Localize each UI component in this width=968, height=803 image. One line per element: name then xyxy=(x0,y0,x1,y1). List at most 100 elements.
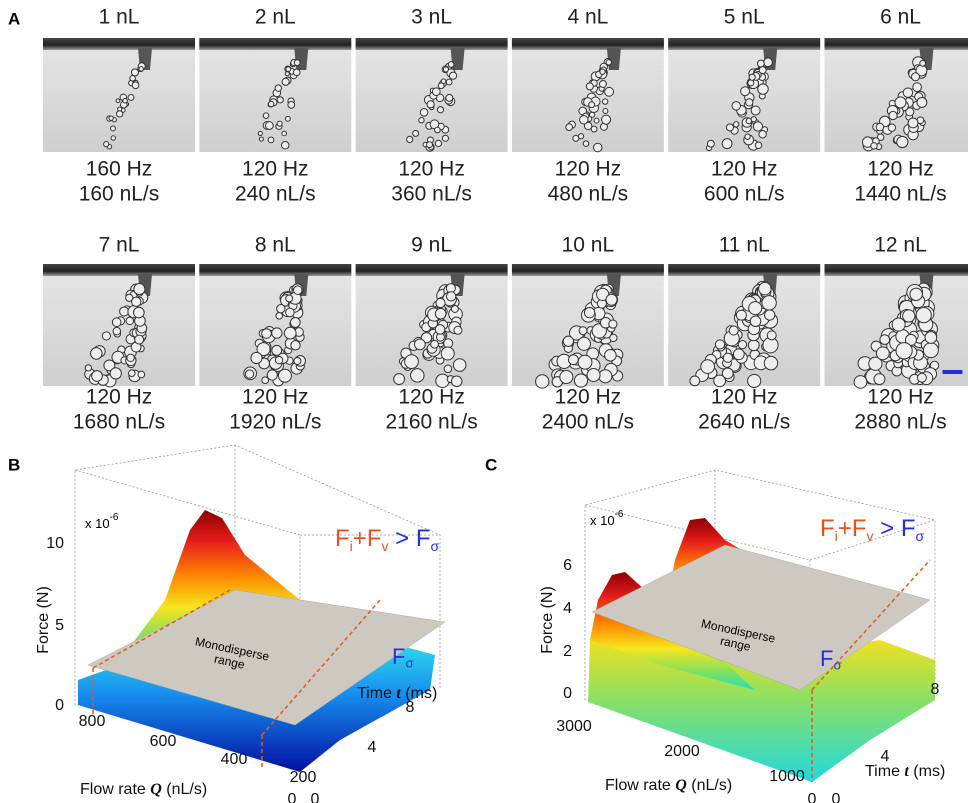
droplet xyxy=(267,370,277,380)
droplet xyxy=(854,376,867,389)
droplet xyxy=(435,127,441,133)
droplet xyxy=(757,60,764,67)
droplet xyxy=(600,69,605,74)
droplet xyxy=(759,67,766,74)
droplet xyxy=(294,60,300,66)
droplet xyxy=(876,347,889,360)
droplet xyxy=(911,73,919,81)
droplet xyxy=(444,339,453,348)
droplet xyxy=(294,286,303,295)
frame-flow: 600 nL/s xyxy=(704,183,785,206)
droplet xyxy=(690,376,700,386)
nozzle-plate xyxy=(199,264,351,276)
frame-flow: 1440 nL/s xyxy=(854,183,946,206)
droplet xyxy=(765,310,775,320)
x-axis-label: Flow rate Q (nL/s) xyxy=(605,777,732,795)
droplet xyxy=(748,80,754,86)
droplet xyxy=(134,307,145,318)
droplet-image xyxy=(825,264,968,388)
x-tick-label: 0 xyxy=(808,791,817,803)
droplet xyxy=(446,94,453,101)
droplet xyxy=(594,118,599,123)
droplet xyxy=(282,78,289,85)
droplet xyxy=(563,336,573,346)
text-part: Q xyxy=(150,781,162,798)
droplet xyxy=(602,99,607,104)
y-tick-label: 5 xyxy=(55,617,64,634)
text-part: (nL/s) xyxy=(687,777,732,794)
y-tick-label: 0 xyxy=(55,697,64,714)
text-part: F xyxy=(335,525,350,552)
droplet xyxy=(449,72,456,79)
text-part: (nL/s) xyxy=(162,781,207,798)
droplet xyxy=(723,353,732,362)
droplet xyxy=(749,302,762,315)
droplet xyxy=(722,368,733,379)
frame-flow: 1680 nL/s xyxy=(73,411,165,434)
droplet xyxy=(897,136,908,147)
frame-frequency: 120 Hz xyxy=(867,158,934,181)
droplet xyxy=(903,310,915,322)
x-tick-label: 3000 xyxy=(556,718,592,735)
droplet xyxy=(903,88,912,97)
droplet xyxy=(134,284,145,295)
droplet xyxy=(109,116,113,120)
frame-frequency: 120 Hz xyxy=(711,386,778,409)
x-tick-label: 2000 xyxy=(664,743,700,760)
droplet xyxy=(896,343,912,359)
text-part: Flow rate xyxy=(605,777,675,794)
droplet xyxy=(294,357,301,364)
frame-frequency: 120 Hz xyxy=(867,386,934,409)
droplet xyxy=(733,349,744,360)
droplet xyxy=(278,369,291,382)
droplet xyxy=(738,340,746,348)
droplet-image xyxy=(43,38,195,152)
droplet xyxy=(871,143,877,149)
x-tick-label: 600 xyxy=(150,733,177,750)
text-part: σ xyxy=(916,528,925,544)
frame-flow: 240 nL/s xyxy=(235,183,316,206)
text-part: > F xyxy=(873,515,915,542)
nozzle-plate xyxy=(356,38,508,50)
droplet xyxy=(111,136,115,140)
droplet xyxy=(583,141,589,147)
droplet xyxy=(610,334,617,341)
droplet xyxy=(453,359,466,372)
droplet xyxy=(91,348,103,360)
droplet xyxy=(286,295,293,302)
droplet xyxy=(277,305,285,313)
frame-volume: 2 nL xyxy=(255,6,296,29)
droplet xyxy=(139,67,143,71)
droplet xyxy=(293,69,300,76)
droplet xyxy=(443,67,448,72)
droplet xyxy=(446,292,455,301)
droplet xyxy=(584,307,594,317)
droplet xyxy=(748,340,759,351)
droplet xyxy=(593,143,602,152)
frame-volume: 1 nL xyxy=(99,6,140,29)
droplet xyxy=(599,80,606,87)
droplet-image xyxy=(512,264,664,388)
droplet xyxy=(599,370,612,383)
droplet xyxy=(729,326,738,335)
droplet xyxy=(577,337,590,350)
text-part: +F xyxy=(353,525,382,552)
droplet xyxy=(602,115,611,124)
droplet xyxy=(131,69,138,76)
nozzle-plate xyxy=(825,264,968,276)
text-part: σ xyxy=(833,658,841,673)
t-tick-label: 8 xyxy=(931,681,940,698)
text-part: v xyxy=(381,538,388,554)
t-tick-label: 4 xyxy=(368,739,377,756)
nozzle-plate xyxy=(43,264,195,276)
panel-label: C xyxy=(485,455,497,474)
frame-volume: 7 nL xyxy=(99,234,140,257)
x-tick-label: 1000 xyxy=(769,768,805,785)
droplet xyxy=(123,98,128,103)
droplet xyxy=(291,341,300,350)
frame-flow: 2400 nL/s xyxy=(542,411,634,434)
droplet xyxy=(126,317,133,324)
droplet xyxy=(262,377,269,384)
droplet xyxy=(111,126,116,131)
droplet xyxy=(580,116,588,124)
